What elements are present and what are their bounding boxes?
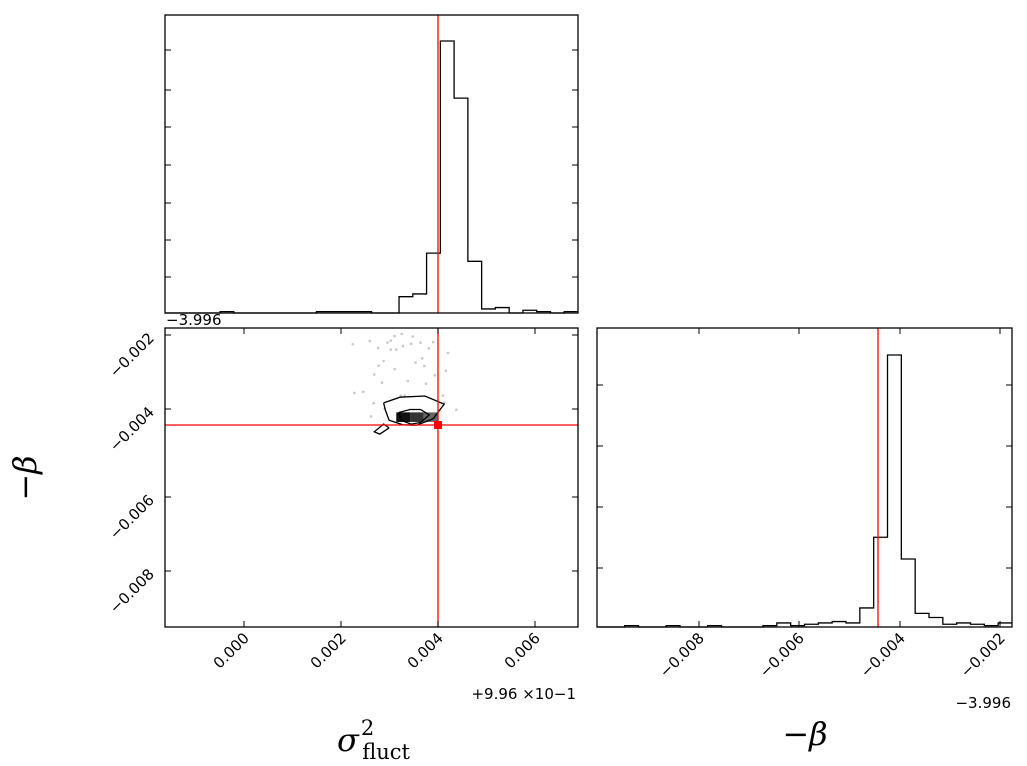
y-axis-label-beta: −β — [6, 455, 44, 500]
sample-point — [427, 347, 431, 350]
sample-point — [394, 348, 398, 351]
x-tick-labels-sigma2: 0.000 0.002 0.004 0.006 — [210, 629, 544, 672]
y-tick-labels-beta: −0.002 −0.004 −0.006 −0.008 — [106, 329, 158, 617]
sample-point — [455, 408, 458, 412]
sample-point — [399, 394, 402, 397]
y-tick-label: −0.008 — [106, 565, 158, 617]
sample-point — [361, 390, 365, 394]
sample-point — [393, 367, 396, 371]
sample-point — [441, 394, 445, 397]
sample-point — [376, 346, 380, 350]
y-tick-label: −0.006 — [106, 491, 158, 543]
sample-point — [382, 359, 385, 363]
sample-point — [372, 402, 376, 405]
contour-line — [382, 395, 446, 426]
sample-point — [393, 334, 396, 338]
sample-point — [389, 348, 393, 351]
sample-point — [446, 351, 450, 355]
x-tick-label: −0.004 — [857, 629, 909, 681]
x-axis-label-sigma2: σ2 fluct — [337, 716, 411, 764]
sample-point — [380, 381, 384, 384]
sample-point — [414, 361, 417, 364]
x-tick-label: 0.004 — [404, 629, 447, 672]
sample-point — [403, 394, 406, 397]
y-tick-label: −0.004 — [106, 403, 158, 455]
sigma-superscript: 2 — [361, 716, 374, 740]
sample-point — [431, 340, 435, 344]
x-tick-label: 0.000 — [210, 629, 253, 672]
x-offset-label: +9.96 ×10−1 — [471, 685, 576, 703]
histogram-step — [165, 40, 578, 314]
sample-point — [411, 335, 415, 338]
sigma-symbol: σ — [337, 721, 360, 759]
x-tick-label: 0.002 — [307, 629, 350, 672]
panel-frame — [596, 327, 1013, 628]
truth-marker — [434, 421, 442, 429]
sample-point — [368, 339, 372, 343]
sample-point — [420, 357, 424, 360]
sample-point — [389, 339, 393, 342]
sample-point — [372, 373, 376, 376]
density-cell — [410, 412, 424, 422]
sample-point — [401, 344, 405, 348]
x-tick-labels-beta: −0.008 −0.006 −0.004 −0.002 — [656, 629, 1009, 681]
histogram-panel-sigma2 — [164, 14, 579, 314]
sample-point — [424, 382, 428, 386]
sigma-subscript: fluct — [362, 740, 410, 764]
sample-point — [433, 373, 437, 377]
x-offset-label-beta: −3.996 — [955, 694, 1011, 712]
sample-point — [369, 415, 373, 418]
x-axis-label-beta: −β — [782, 715, 827, 753]
contour-panel — [164, 327, 579, 628]
sample-point — [444, 369, 448, 372]
contour-line — [397, 408, 431, 425]
sample-point — [423, 364, 426, 368]
density-cell — [423, 412, 438, 422]
x-tick-label: −0.006 — [756, 629, 808, 681]
sample-point — [386, 341, 389, 344]
x-tick-label: 0.006 — [501, 629, 544, 672]
x-tick-label: −0.002 — [957, 629, 1009, 681]
sample-point — [400, 332, 404, 336]
panel-frame — [164, 327, 579, 628]
histogram-step — [597, 354, 1012, 628]
sample-point — [406, 379, 410, 383]
panel-frame — [164, 14, 579, 314]
sample-point — [353, 391, 356, 395]
sample-point — [351, 342, 355, 346]
sample-point — [377, 364, 380, 367]
y-offset-label: −3.996 — [166, 311, 222, 329]
sample-point — [409, 342, 413, 346]
x-tick-label: −0.008 — [656, 629, 708, 681]
y-tick-label: −0.002 — [106, 329, 158, 381]
sample-point — [419, 341, 422, 344]
density-cell — [396, 412, 411, 422]
histogram-panel-beta — [596, 327, 1013, 628]
